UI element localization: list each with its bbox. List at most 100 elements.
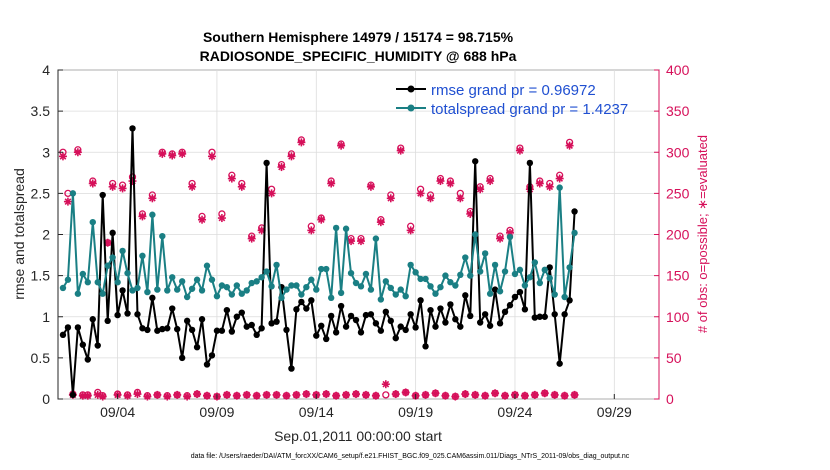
obs-evaluated-marker [496,234,505,243]
totalspread-point [397,286,404,293]
asterisk-stroke [437,177,444,185]
asterisk-stroke [456,194,464,202]
obs-evaluated-marker [163,392,172,401]
rmse-point [174,325,181,333]
totalspread-point [566,264,573,271]
asterisk-stroke [481,392,489,400]
rmse-point [362,311,370,319]
totalspread-point [99,290,106,297]
totalspread-point [486,290,494,297]
y-right-tick-label: 300 [666,144,690,160]
totalspread-point [104,262,111,269]
obs-evaluated-marker [327,179,336,188]
rmse-point [377,327,385,334]
totalspread-point [327,294,335,302]
totalspread-line [62,186,576,301]
obs-evaluated-marker [242,390,251,399]
data-file-footer: data file: /Users/raeder/DAI/ATM_forcXX/… [191,453,630,460]
totalspread-point [188,285,196,292]
asterisk-stroke [387,194,395,202]
obs-evaluated-marker [337,141,346,150]
obs-evaluated-marker [133,390,142,399]
rmse-point [218,327,226,334]
totalspread-point [347,269,355,277]
asterisk-stroke [104,239,112,247]
obs-evaluated-marker [98,392,107,401]
rmse-point [561,311,568,318]
asterisk-stroke [218,214,226,222]
asterisk-stroke [258,227,266,234]
asterisk-stroke [486,177,494,185]
asterisk-stroke [561,392,568,400]
obs-evaluated-marker [317,215,326,224]
asterisk-stroke [134,390,141,398]
rmse-point [546,264,553,271]
totalspread-point [124,269,131,277]
rmse-point [452,316,459,323]
asterisk-stroke [124,392,131,400]
rmse-point [283,326,290,334]
totalspread-point [352,279,360,287]
obs-evaluated-marker [88,179,97,188]
obs-evaluated-marker [342,390,351,399]
rmse-point [183,317,191,325]
rmse-point [129,125,136,132]
rmse-point [94,342,101,349]
rmse-point [243,323,250,330]
rmse-point [566,297,573,304]
totalspread-point [447,279,454,286]
rmse-point [412,324,419,331]
asterisk-stroke [144,393,151,400]
asterisk-stroke [119,185,126,192]
obs-evaluated-marker [227,174,236,183]
totalspread-point [422,275,429,283]
rmse-point [303,305,310,312]
y-left-tick-label: 0.5 [31,350,51,366]
totalspread-point [318,265,325,273]
rmse-point [531,314,539,321]
obs-evaluated-marker [222,390,231,399]
asterisk-stroke [402,389,410,396]
y-axis-left-label: rmse and totalspread [11,168,27,300]
asterisk-stroke [238,183,246,191]
asterisk-stroke [94,391,102,399]
totalspread-point [432,290,439,297]
obs-evaluated-marker [356,237,365,246]
asterisk-stroke [158,150,166,158]
totalspread-point [94,279,101,286]
totalspread-point [531,259,539,266]
asterisk-stroke [99,393,107,400]
asterisk-stroke [501,392,509,400]
obs-evaluated-marker [456,194,465,203]
totalspread-point [417,275,424,283]
totalspread-point [541,266,548,274]
obs-evaluated-marker [396,146,405,155]
totalspread-point [407,261,414,269]
rmse-point [486,322,494,329]
totalspread-point [278,294,285,302]
asterisk-stroke [397,147,405,154]
x-tick-label: 09/19 [398,404,433,420]
totalspread-point [164,287,171,294]
asterisk-stroke [417,190,424,197]
rmse-point [556,360,563,367]
asterisk-stroke [228,175,236,182]
rmse-point [268,320,275,327]
totalspread-point [64,276,72,283]
y-left-tick-label: 1 [42,309,50,325]
obs-evaluated-marker [73,148,82,157]
totalspread-point [501,268,509,275]
obs-evaluated-marker [173,390,182,399]
y-right-tick-label: 350 [666,103,690,119]
obs-evaluated-marker [237,182,246,191]
totalspread-point [253,278,260,285]
asterisk-stroke [109,183,117,191]
obs-evaluated-marker [63,197,72,206]
asterisk-stroke [163,393,171,400]
totalspread-point [387,284,394,292]
totalspread-point [452,282,459,289]
asterisk-stroke [178,150,186,158]
obs-evaluated-marker [148,194,157,203]
obs-evaluated-marker [302,390,311,399]
rmse-point [213,327,221,334]
